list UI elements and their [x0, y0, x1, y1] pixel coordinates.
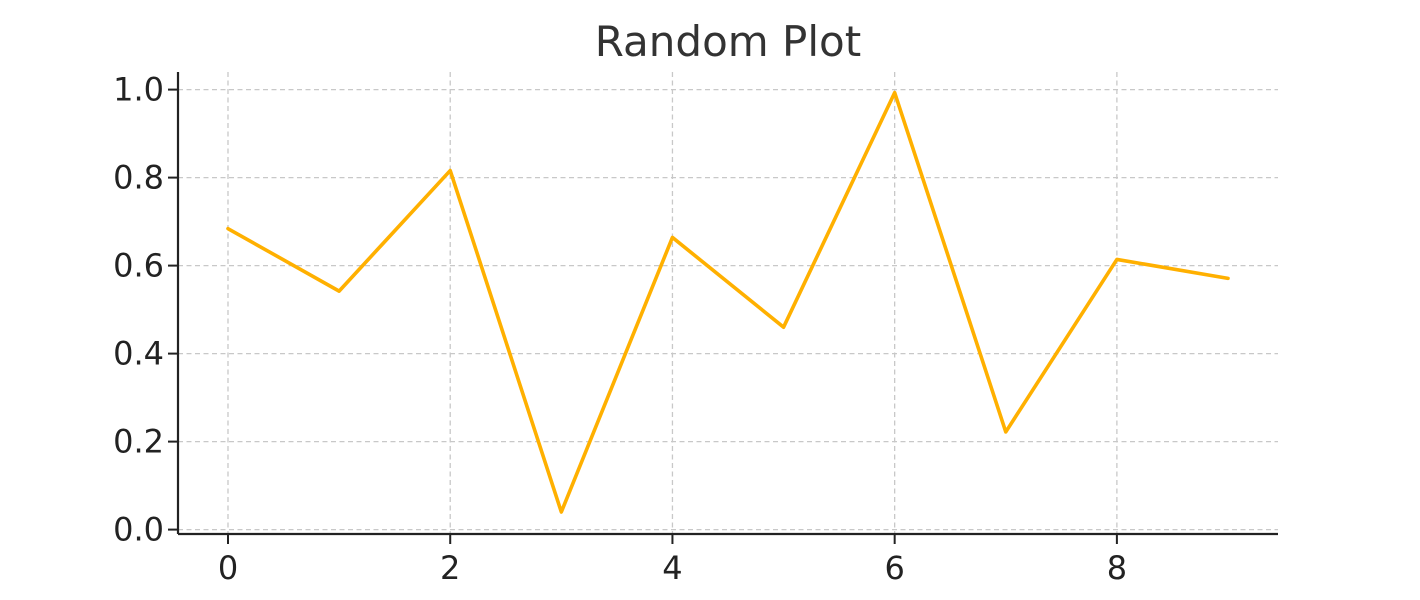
y-tick-label: 0.4	[113, 335, 164, 373]
ticks: 0 2 4 6 8 0.0 0.2 0.4 0.6 0.8 1.0	[113, 71, 1127, 587]
series-layer	[226, 90, 1230, 514]
x-tick-label: 8	[1107, 549, 1127, 587]
y-tick-label: 0.2	[113, 423, 164, 461]
x-tick-label: 6	[884, 549, 904, 587]
y-tick-label: 0.0	[113, 511, 164, 549]
x-tick-label: 4	[662, 549, 682, 587]
y-tick-label: 0.8	[113, 159, 164, 197]
series-line	[226, 90, 1230, 514]
x-tick-label: 2	[440, 549, 460, 587]
y-tick-label: 1.0	[113, 71, 164, 109]
grid	[178, 72, 1278, 534]
chart-title: Random Plot	[595, 17, 861, 66]
y-tick-label: 0.6	[113, 247, 164, 285]
axes	[176, 72, 1278, 536]
x-tick-label: 0	[218, 549, 238, 587]
